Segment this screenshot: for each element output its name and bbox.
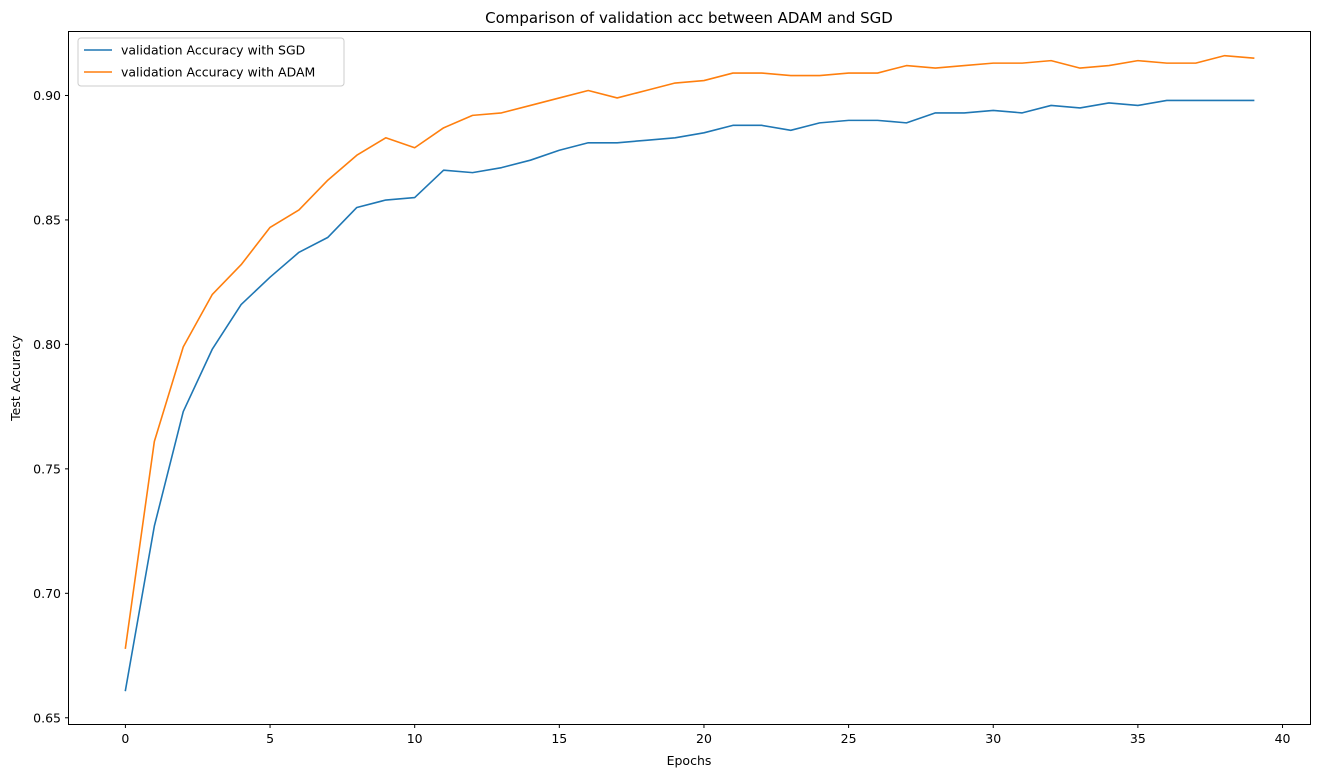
- legend-box: [77, 37, 345, 87]
- x-tick-label: 0: [121, 731, 129, 746]
- y-tick-label: 0.70: [33, 586, 61, 601]
- x-tick-label: 35: [1130, 731, 1146, 746]
- x-tick-label: 30: [985, 731, 1001, 746]
- series-lines: [124, 54, 1255, 692]
- chart-title: Comparison of validation acc between ADA…: [485, 9, 893, 27]
- series-line-adam: [124, 54, 1255, 649]
- y-axis-title: Test Accuracy: [8, 335, 23, 422]
- legend-label: validation Accuracy with SGD: [121, 43, 305, 58]
- y-tick-label: 0.85: [33, 212, 61, 227]
- x-tick-label: 10: [407, 731, 423, 746]
- x-tick-label: 20: [696, 731, 712, 746]
- y-tick-label: 0.65: [33, 710, 61, 725]
- y-tick-label: 0.75: [33, 461, 61, 476]
- x-tick-label: 5: [266, 731, 274, 746]
- axes-frame: [68, 31, 1311, 725]
- x-tick-label: 40: [1275, 731, 1291, 746]
- y-tick-label: 0.80: [33, 337, 61, 352]
- axes-ticks: 0 5 10 15 20 25 30 35 40 0.65 0.70 0.75 0.80 0.85 0.90: [33, 88, 1290, 746]
- series-line-sgd: [124, 99, 1255, 692]
- x-axis-title: Epochs: [667, 753, 712, 768]
- x-tick-label: 25: [841, 731, 857, 746]
- y-tick-label: 0.90: [33, 88, 61, 103]
- legend: validation Accuracy with SGD validation A…: [77, 37, 345, 87]
- legend-label: validation Accuracy with ADAM: [121, 65, 315, 80]
- x-tick-label: 15: [551, 731, 567, 746]
